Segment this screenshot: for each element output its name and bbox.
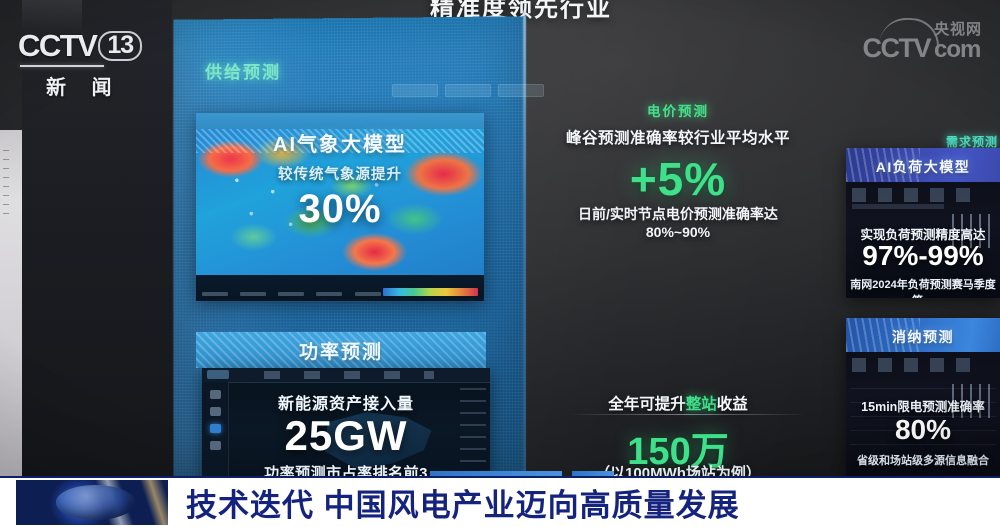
axis-tick bbox=[240, 291, 267, 296]
dashboard-menu-items[interactable] bbox=[264, 371, 434, 379]
pillar-dot-column bbox=[3, 150, 9, 220]
weather-axis-bar bbox=[196, 275, 484, 301]
cctv-wordmark: CCTV bbox=[18, 28, 98, 63]
lower-third-banner: 技术迭代 中国风电产业迈向高质量发展 bbox=[0, 476, 1000, 527]
price-section-label: 电价预测 bbox=[647, 104, 709, 119]
weather-overlay-value: 30% bbox=[298, 187, 382, 231]
panel-tab-2[interactable] bbox=[445, 84, 491, 97]
weather-colorbar bbox=[383, 288, 478, 296]
ai-weather-model-title: AI气象大模型 bbox=[273, 134, 407, 156]
power-forecast-card: 新能源资产接入量 25GW 功率预测市占率排名前3 bbox=[202, 368, 490, 480]
load-card-line2: 南网2024年负荷预测赛马季度第一 bbox=[850, 279, 996, 298]
logo-underline bbox=[20, 65, 104, 67]
dashboard-topbar bbox=[202, 368, 490, 383]
dashboard-active-tab[interactable] bbox=[207, 370, 229, 379]
revenue-highlight: 整站 bbox=[685, 396, 717, 413]
consumption-line2: 省级和场站级多源信息融合 bbox=[857, 455, 989, 467]
weather-overlay-line: 较传统气象源提升 bbox=[278, 167, 402, 183]
power-forecast-title: 功率预测 bbox=[298, 342, 383, 363]
panel-tab-strip[interactable] bbox=[392, 84, 544, 97]
axis-tick bbox=[316, 291, 343, 296]
banner-accent-tab-right bbox=[572, 471, 614, 478]
cctv13-logo: CCTV 13 新 闻 bbox=[18, 28, 158, 99]
consumption-forecast-card: 消纳预测 15min限电预测准确率 80% 省级和场站级多源信息融合 bbox=[846, 318, 1000, 478]
axis-tick bbox=[354, 291, 381, 296]
consumption-dashboard-toolbar[interactable] bbox=[852, 358, 972, 372]
cctv13-logo-row: CCTV 13 bbox=[18, 28, 158, 64]
revenue-suffix: 收益 bbox=[716, 396, 748, 413]
channel-number: 13 bbox=[107, 31, 134, 59]
ai-load-model-card: AI负荷大模型 实现负荷预测精度高达 97%-99% 南网2024年负荷预测赛马… bbox=[846, 148, 1000, 298]
revenue-divider bbox=[568, 414, 808, 415]
load-dashboard-subbar bbox=[852, 204, 944, 209]
channel-number-badge: 13 bbox=[98, 31, 143, 61]
axis-tick bbox=[202, 291, 228, 296]
channel-name: 新 闻 bbox=[46, 77, 122, 99]
consumption-value: 80% bbox=[894, 414, 952, 445]
weather-axis-ticks bbox=[202, 290, 381, 297]
price-value: +5% bbox=[629, 153, 727, 205]
panel-right-edge bbox=[523, 10, 526, 488]
price-line1: 峰谷预测准确率较行业平均水平 bbox=[565, 130, 790, 147]
cctv-com-watermark: CCTV 央视网 com bbox=[862, 15, 982, 62]
panel-tab-1[interactable] bbox=[392, 84, 438, 97]
power-card-value: 25GW bbox=[284, 412, 408, 459]
consumption-line1: 15min限电预测准确率 bbox=[861, 400, 985, 414]
revenue-line: 全年可提升整站收益 bbox=[528, 392, 828, 414]
consumption-title: 消纳预测 bbox=[892, 329, 954, 345]
watermark-right-block: 央视网 com bbox=[934, 22, 982, 62]
lower-third-headline: 技术迭代 中国风电产业迈向高质量发展 bbox=[186, 488, 740, 523]
watermark-com-text: com bbox=[933, 36, 981, 63]
ai-load-model-title: AI负荷大模型 bbox=[875, 159, 971, 175]
price-forecast-column: 电价预测 峰谷预测准确率较行业平均水平 +5% 日前/实时节点电价预测准确率达 … bbox=[528, 0, 828, 482]
globe-graphic bbox=[16, 480, 168, 525]
load-dashboard-toolbar[interactable] bbox=[852, 188, 972, 202]
watermark-cn-text: 央视网 bbox=[933, 21, 982, 38]
power-card-line1: 新能源资产接入量 bbox=[277, 396, 414, 413]
price-line3: 80%~90% bbox=[645, 224, 711, 240]
demand-forecast-column: 需求预测 AI负荷大模型 实现负荷预测精度高达 97%-99% 南网2024年负… bbox=[836, 0, 1000, 480]
revenue-prefix: 全年可提升 bbox=[608, 396, 686, 413]
banner-accent-tab-left bbox=[430, 471, 562, 478]
load-card-value: 97%-99% bbox=[862, 240, 984, 271]
supply-section-label: 供给预测 bbox=[205, 63, 281, 82]
globe-swoosh bbox=[31, 480, 168, 525]
price-line2: 日前/实时节点电价预测准确率达 bbox=[578, 206, 778, 222]
axis-tick bbox=[278, 291, 305, 296]
